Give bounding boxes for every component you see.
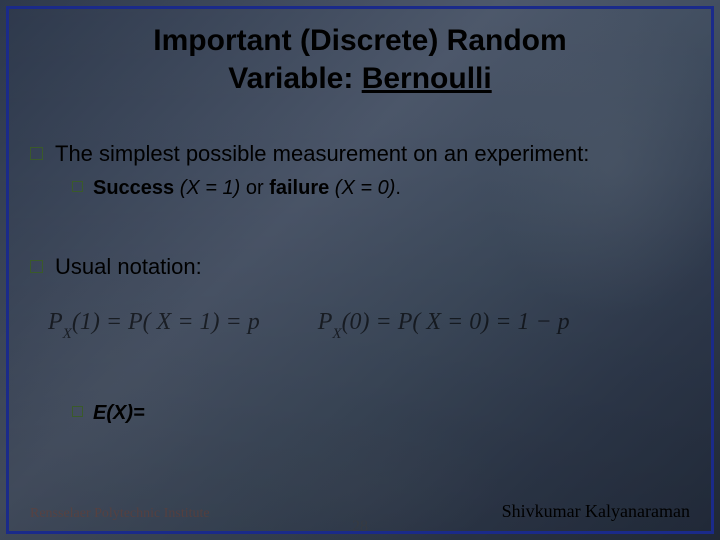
content-area: The simplest possible measurement on an … (30, 140, 690, 426)
title-line2-prefix: Variable: (228, 62, 361, 95)
bullet-1-sub-text: Success (X = 1) or failure (X = 0). (93, 175, 401, 201)
formula-row: PX(1) = P( X = 1) = p PX(0) = P( X = 0) … (48, 309, 690, 340)
f2-rest: (0) = P( X = 0) = 1 − p (342, 309, 570, 335)
bullet-ex: E(X)= (72, 400, 690, 426)
f2-P: P (318, 309, 333, 335)
spacer (30, 207, 690, 253)
text-x1: (X = 1) (174, 177, 240, 199)
f1-rest: (1) = P( X = 1) = p (72, 309, 260, 335)
bullet-box-icon (72, 181, 83, 192)
title-line2-underlined: Bernoulli (362, 62, 492, 95)
text-failure: failure (269, 177, 329, 199)
text-success: Success (93, 177, 174, 199)
bullet-box-icon (30, 147, 43, 160)
f1-sub: X (63, 326, 72, 342)
ex-text: E(X)= (93, 400, 145, 426)
bullet-1-text: The simplest possible measurement on an … (55, 140, 589, 169)
bullet-1-sub: Success (X = 1) or failure (X = 0). (72, 175, 690, 201)
slide-number: 28 (0, 518, 720, 536)
f1-P: P (48, 309, 63, 335)
bullet-2: Usual notation: (30, 253, 690, 282)
slide: Important (Discrete) Random Variable: Be… (0, 0, 720, 540)
bullet-box-icon (30, 260, 43, 273)
f2-sub: X (332, 326, 341, 342)
title-line1: Important (Discrete) Random (153, 24, 566, 57)
bullet-box-icon (72, 406, 83, 417)
bullet-2-text: Usual notation: (55, 253, 202, 282)
bullet-1: The simplest possible measurement on an … (30, 140, 690, 169)
formula-1: PX(1) = P( X = 1) = p (48, 309, 260, 340)
formula-2: PX(0) = P( X = 0) = 1 − p (318, 309, 570, 340)
text-x0: (X = 0) (329, 177, 395, 199)
text-or: or (240, 177, 269, 199)
slide-title: Important (Discrete) Random Variable: Be… (0, 22, 720, 97)
text-period: . (395, 177, 401, 199)
